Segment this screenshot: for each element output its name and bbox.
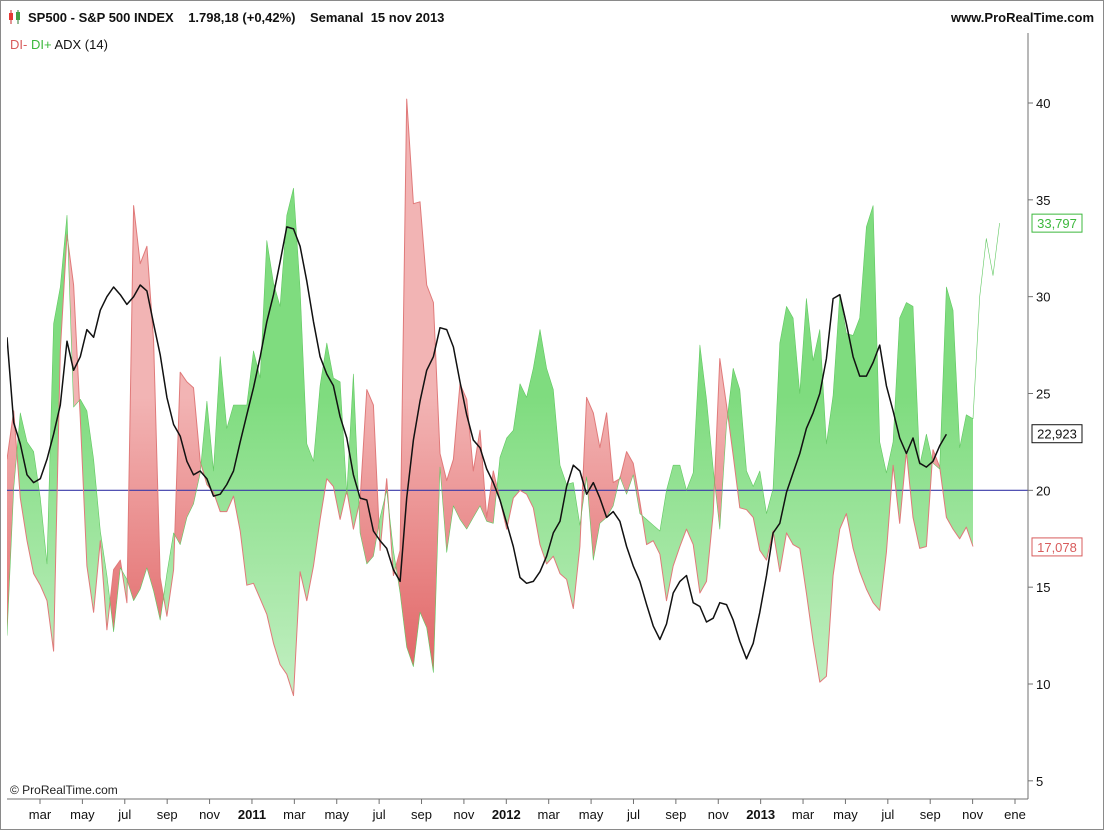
x-tick-label: jul [626,807,640,822]
di-fill-areas [7,99,973,696]
y-tick-label: 25 [1036,387,1050,402]
y-tick-label: 10 [1036,677,1050,692]
di-plus-dominant-area [201,188,347,696]
last-value-label: 33,797 [1037,216,1077,231]
di-plus-dominant-area [642,345,715,601]
symbol-name: SP500 - S&P 500 INDEX [28,10,174,25]
di-plus-dominant-area [163,532,175,617]
x-tick-label: may [833,807,858,822]
y-tick-label: 30 [1036,290,1050,305]
x-tick-label: 2011 [238,807,266,822]
copyright-label: © ProRealTime.com [10,783,118,797]
x-tick-label: jul [372,807,386,822]
x-tick-label: 2013 [746,807,775,822]
chart-date: 15 nov 2013 [370,10,445,25]
y-tick-label: 15 [1036,580,1050,595]
y-tick-label: 5 [1036,774,1043,789]
di-minus-dominant-area [581,397,620,561]
legend-item: ADX (14) [52,37,108,52]
x-tick-label: may [579,807,604,822]
x-tick-label: mar [538,807,561,822]
di-plus-dominant-area [497,329,582,609]
y-tick-label: 40 [1036,96,1050,111]
indicator-legend: DI- DI+ ADX (14) [10,37,108,52]
x-tick-label: nov [708,807,729,822]
x-tick-label: may [324,807,349,822]
y-tick-label: 20 [1036,483,1050,498]
di-plus-dominant-area [16,215,68,652]
x-tick-label: nov [199,807,220,822]
x-tick-label: nov [962,807,983,822]
x-tick-label: nov [453,807,474,822]
last-value-label: 17,078 [1037,540,1077,555]
x-tick-label: mar [792,807,815,822]
x-tick-label: jul [117,807,131,822]
plot-area [7,98,1028,697]
di-minus-dominant-area [174,372,201,545]
x-tick-label: may [70,807,95,822]
adx-line [7,226,948,660]
di-minus-dominant-area [358,389,379,564]
di-minus-line [7,98,974,697]
x-axis: mar may jul sep nov 2011 mar may jul sep nov 2012 ma… [29,799,1026,822]
legend-item: DI+ [27,37,51,52]
indicator-lines [7,98,1000,697]
legend-item: DI- [10,37,27,52]
di-minus-dominant-area [127,205,164,621]
last-value-labels: 33,797 22,923 17,078 [1031,213,1083,557]
last-value-box: 22,923 [1031,424,1083,444]
di-plus-dominant-area [939,287,973,547]
timeframe: Semanal [309,10,364,25]
di-minus-dominant-area [714,358,728,530]
y-axis: 5 10 15 20 25 30 35 40 [1028,96,1050,789]
x-tick-label: sep [920,807,941,822]
candlestick-chart-icon [9,10,20,24]
x-tick-label: sep [411,807,432,822]
chart-header: SP500 - S&P 500 INDEX 1.798,18 (+0,42%) … [2,7,1102,29]
x-tick-label: mar [29,807,52,822]
di-minus-dominant-area [67,241,80,408]
price-change: 1.798,18 (+0,42%) [188,10,296,25]
last-value-box: 33,797 [1031,213,1083,233]
last-value-box: 17,078 [1031,537,1083,557]
chart-title: SP500 - S&P 500 INDEX 1.798,18 (+0,42%) … [28,10,444,25]
x-tick-label: sep [665,807,686,822]
di-plus-dominant-area [79,399,110,630]
di-minus-dominant-area [395,99,497,673]
x-tick-label: 2012 [492,807,521,822]
di-plus-line [7,187,1000,673]
di-minus-dominant-area [620,451,642,516]
x-tick-label: mar [283,807,306,822]
y-tick-label: 35 [1036,193,1050,208]
last-value-label: 22,923 [1037,427,1077,442]
x-tick-label: ene [1004,807,1026,822]
x-tick-label: sep [157,807,178,822]
website-label: www.ProRealTime.com [950,10,1094,25]
x-tick-label: jul [880,807,894,822]
